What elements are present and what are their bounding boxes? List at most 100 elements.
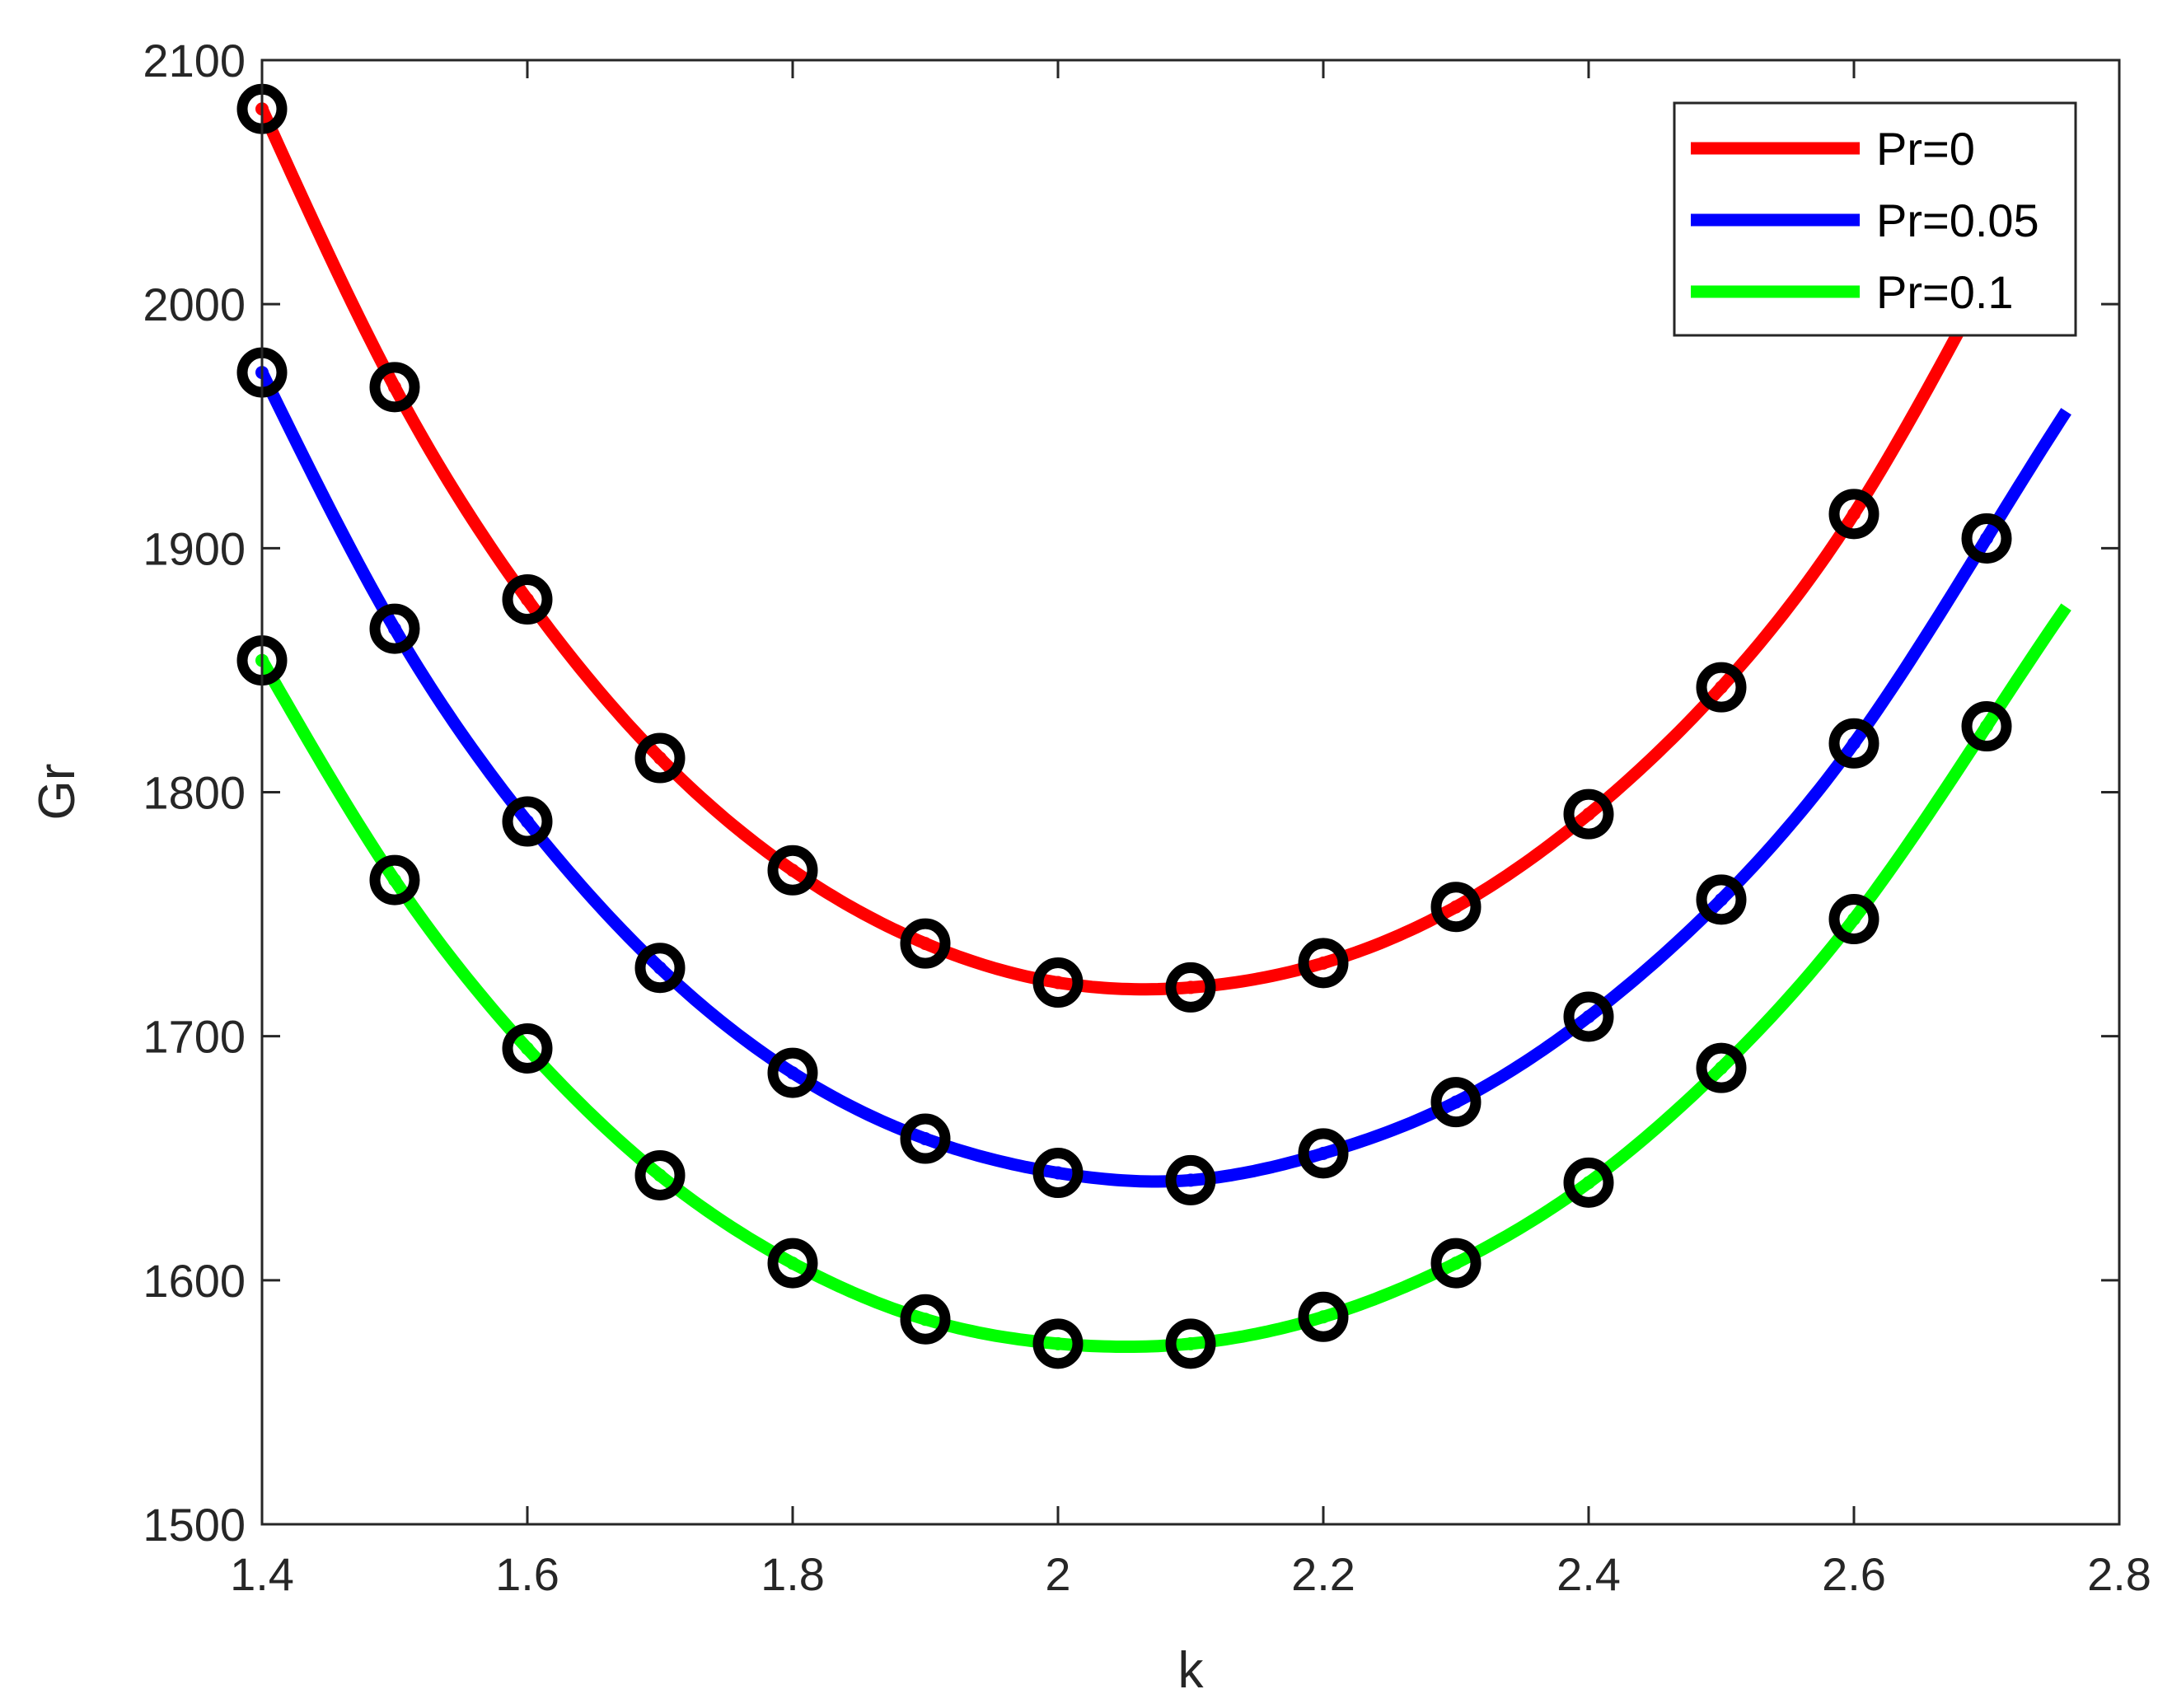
data-point-marker bbox=[369, 362, 420, 413]
data-point-marker bbox=[767, 1238, 818, 1289]
data-point-marker bbox=[1032, 957, 1084, 1008]
data-point-dot bbox=[653, 751, 667, 765]
y-tick-label: 1600 bbox=[143, 1255, 246, 1307]
data-point-marker bbox=[1032, 1148, 1084, 1199]
data-point-dot bbox=[521, 1041, 534, 1055]
marker-layer bbox=[236, 83, 2012, 1369]
data-point-marker bbox=[1298, 938, 1349, 989]
data-point-marker bbox=[1828, 718, 1879, 769]
tick-layer: 1.4 1.6 1.8 2 2.2 2.4 2.6 2.8 1500 1600 1700 1800 19… bbox=[143, 35, 2151, 1600]
data-point-dot bbox=[1847, 912, 1861, 926]
data-point-marker bbox=[1563, 788, 1614, 840]
legend-label-2: Pr=0.1 bbox=[1876, 266, 2014, 318]
x-tick-label: 2.4 bbox=[1556, 1548, 1621, 1600]
y-axis-label: Gr bbox=[29, 764, 86, 821]
data-point-marker bbox=[767, 1047, 818, 1098]
data-point-marker bbox=[900, 1294, 951, 1345]
data-point-dot bbox=[1582, 807, 1595, 821]
data-point-dot bbox=[1847, 737, 1861, 751]
data-point-dot bbox=[1449, 1256, 1463, 1270]
data-point-marker bbox=[369, 854, 420, 905]
data-point-dot bbox=[1317, 1310, 1330, 1324]
data-point-marker bbox=[502, 796, 553, 847]
data-point-marker bbox=[502, 574, 553, 625]
data-point-dot bbox=[1980, 719, 1993, 733]
y-tick-label: 1800 bbox=[143, 767, 246, 819]
data-point-marker bbox=[1298, 1291, 1349, 1342]
x-tick-label: 2.6 bbox=[1822, 1548, 1886, 1600]
data-point-dot bbox=[1184, 980, 1197, 994]
data-point-dot bbox=[521, 592, 534, 606]
data-point-marker bbox=[1696, 1042, 1747, 1093]
y-tick-label: 1500 bbox=[143, 1499, 246, 1551]
data-point-marker bbox=[1563, 1157, 1614, 1208]
x-tick-label: 2.2 bbox=[1291, 1548, 1355, 1600]
data-point-marker bbox=[502, 1022, 553, 1074]
data-point-dot bbox=[1449, 900, 1463, 914]
legend-label-0: Pr=0 bbox=[1876, 123, 1975, 175]
data-point-dot bbox=[653, 1168, 667, 1182]
data-point-marker bbox=[1696, 874, 1747, 925]
x-tick-label: 1.8 bbox=[761, 1548, 825, 1600]
data-point-dot bbox=[388, 622, 401, 636]
data-point-dot bbox=[1715, 681, 1728, 695]
data-point-dot bbox=[1051, 1166, 1065, 1180]
data-point-marker bbox=[900, 1113, 951, 1164]
data-point-marker bbox=[1828, 489, 1879, 540]
data-point-dot bbox=[388, 380, 401, 394]
data-point-dot bbox=[1582, 1176, 1595, 1190]
x-tick-label: 2 bbox=[1045, 1548, 1070, 1600]
data-point-dot bbox=[1051, 1336, 1065, 1350]
data-point-dot bbox=[1051, 976, 1065, 990]
data-point-dot bbox=[1715, 1061, 1728, 1075]
data-point-dot bbox=[1715, 892, 1728, 906]
series-line-0 bbox=[262, 106, 2072, 996]
y-tick-label: 2100 bbox=[143, 35, 246, 87]
data-point-dot bbox=[786, 1256, 799, 1270]
data-point-dot bbox=[786, 1066, 799, 1080]
y-tick-label: 1700 bbox=[143, 1011, 246, 1063]
data-point-marker bbox=[1430, 1077, 1482, 1128]
data-point-marker bbox=[369, 603, 420, 654]
series-line-1 bbox=[262, 369, 2071, 1188]
data-point-marker bbox=[1298, 1128, 1349, 1179]
data-point-dot bbox=[919, 1132, 932, 1146]
data-point-dot bbox=[786, 863, 799, 877]
data-point-marker bbox=[634, 943, 686, 994]
data-point-marker bbox=[1430, 882, 1482, 933]
x-axis-label: k bbox=[1178, 1642, 1205, 1699]
data-point-dot bbox=[653, 961, 667, 975]
data-point-marker bbox=[900, 918, 951, 969]
data-point-marker bbox=[1696, 662, 1747, 713]
data-point-dot bbox=[388, 873, 401, 887]
data-point-marker bbox=[767, 845, 818, 896]
data-point-marker bbox=[1032, 1318, 1084, 1369]
data-point-marker bbox=[1563, 991, 1614, 1042]
x-tick-label: 1.4 bbox=[230, 1548, 294, 1600]
series-layer bbox=[262, 106, 2072, 1353]
series-line-2 bbox=[262, 603, 2071, 1353]
data-point-dot bbox=[1184, 1336, 1197, 1350]
data-point-marker bbox=[634, 732, 686, 784]
data-point-marker bbox=[1961, 701, 2012, 752]
data-point-marker bbox=[1165, 962, 1216, 1013]
data-point-dot bbox=[919, 937, 932, 951]
data-point-marker bbox=[1165, 1154, 1216, 1205]
data-point-dot bbox=[919, 1313, 932, 1327]
y-tick-label: 2000 bbox=[143, 278, 246, 330]
data-point-marker bbox=[634, 1149, 686, 1200]
data-point-marker bbox=[1961, 512, 2012, 564]
x-tick-label: 1.6 bbox=[495, 1548, 559, 1600]
legend-label-1: Pr=0.05 bbox=[1876, 194, 2039, 246]
data-point-dot bbox=[521, 815, 534, 829]
data-point-marker bbox=[1430, 1238, 1482, 1289]
data-point-dot bbox=[1317, 956, 1330, 970]
data-point-dot bbox=[1847, 507, 1861, 521]
x-tick-label: 2.8 bbox=[2087, 1548, 2151, 1600]
data-point-dot bbox=[1582, 1009, 1595, 1023]
data-point-dot bbox=[1184, 1173, 1197, 1187]
data-point-marker bbox=[1165, 1318, 1216, 1369]
data-point-dot bbox=[1449, 1095, 1463, 1109]
data-point-dot bbox=[1317, 1146, 1330, 1160]
